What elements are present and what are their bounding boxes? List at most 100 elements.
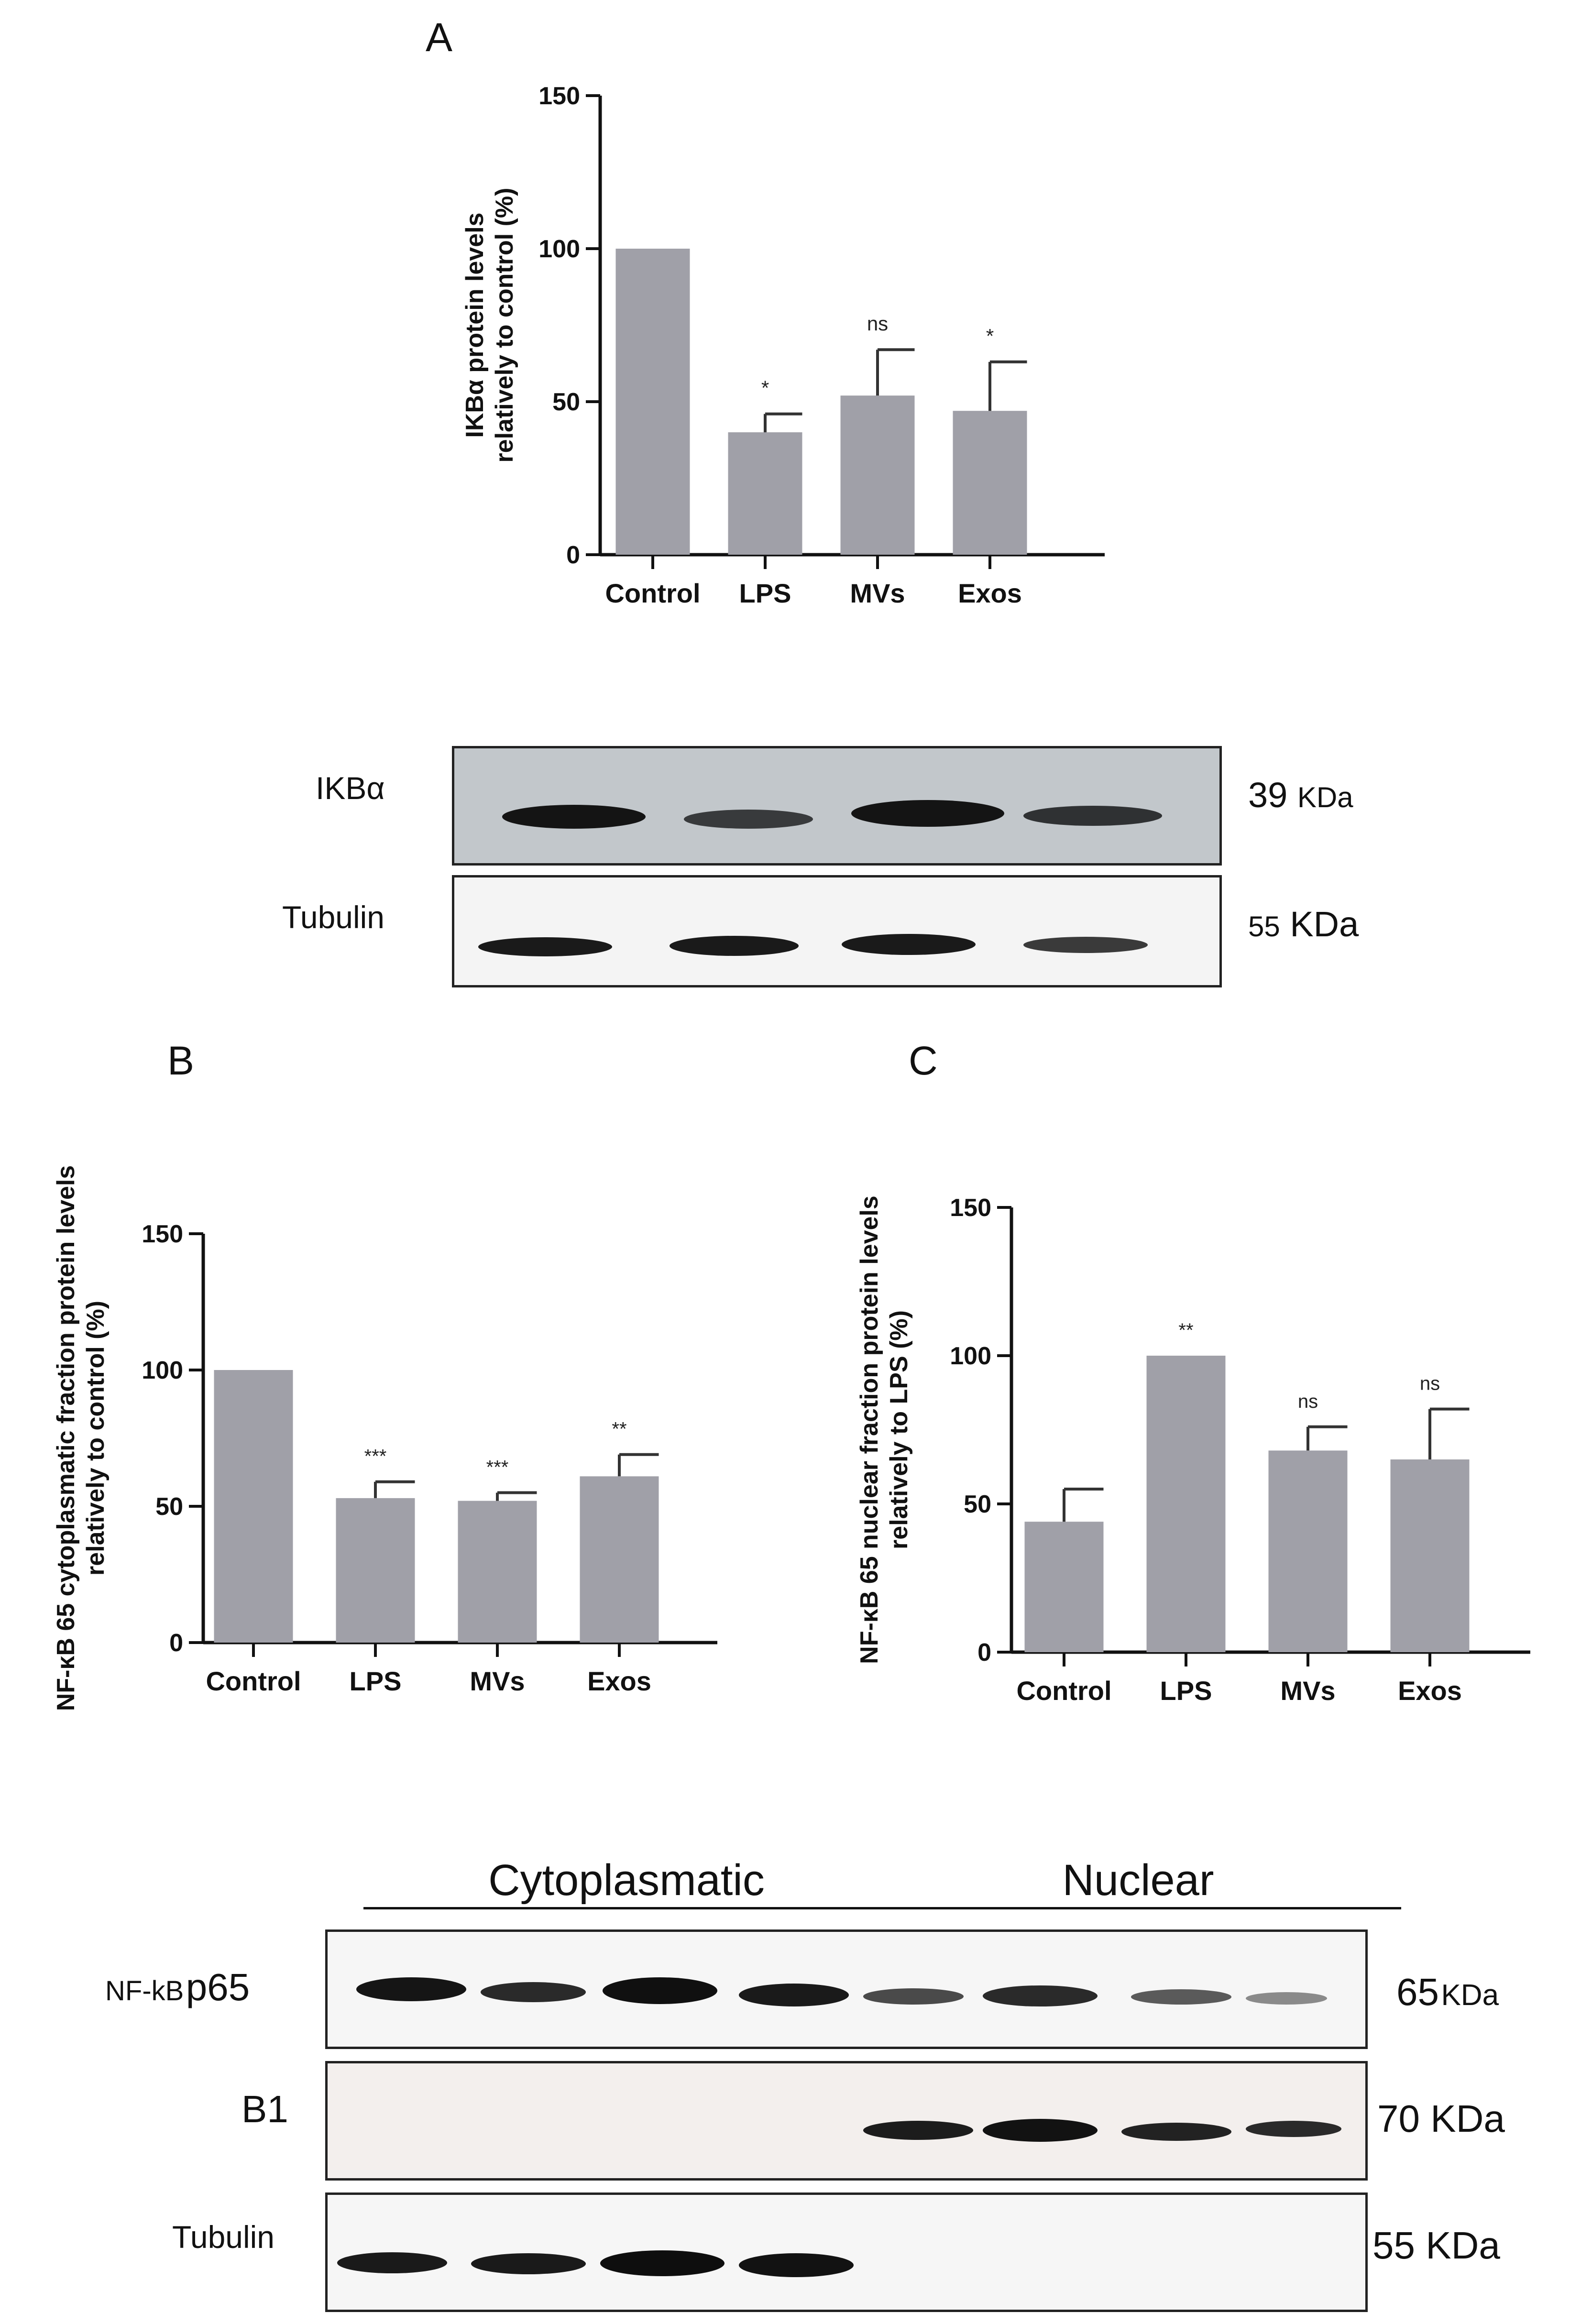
significance-label: ns [867, 312, 888, 335]
significance-label: ns [1420, 1373, 1440, 1394]
bar [458, 1501, 537, 1643]
band [1131, 1989, 1231, 2005]
significance-label: ** [612, 1419, 626, 1440]
fraction-label-cytoplasmatic: Cytoplasmatic [488, 1856, 765, 1905]
y-tick-label: 0 [977, 1639, 991, 1666]
size-unit: KDa [1290, 904, 1359, 944]
y-tick-label: 150 [538, 82, 580, 110]
fraction-line-nuclear [875, 1907, 1401, 1909]
y-tick-label: 100 [538, 235, 580, 263]
x-tick-label: MVs [1280, 1676, 1335, 1706]
blot-size-ikba: 39 KDa [1248, 775, 1353, 815]
significance-label: * [986, 325, 994, 347]
band [1246, 1992, 1327, 2005]
fraction-line-cytoplasmatic [363, 1907, 889, 1909]
significance-label: ** [1178, 1320, 1193, 1341]
blot-size-p65: 65 KDa [1396, 1970, 1499, 2014]
fraction-label-nuclear: Nuclear [1062, 1856, 1214, 1905]
bar [336, 1498, 415, 1643]
bar [953, 411, 1027, 555]
y-tick-label: 100 [950, 1342, 991, 1370]
x-tick-label: Exos [958, 578, 1022, 608]
bar [1024, 1522, 1104, 1652]
x-tick-label: LPS [350, 1666, 402, 1696]
band [983, 1985, 1098, 2006]
blot-label-p65: NF-kB p65 [105, 1965, 250, 2009]
blot-label-ikba: IKBα [316, 770, 385, 806]
panel-letter-a: A [426, 15, 453, 60]
y-tick-label: 150 [950, 1194, 991, 1222]
band [478, 937, 612, 956]
y-axis-label: NF-κB 65 nuclear fraction protein levels [856, 1195, 883, 1664]
band [1121, 2123, 1231, 2141]
bar [840, 395, 915, 555]
band [1023, 806, 1162, 826]
size-number: 65 [1396, 1971, 1439, 2013]
significance-label: *** [364, 1446, 387, 1467]
bar [728, 432, 802, 555]
band [337, 2252, 447, 2273]
size-number: 39 [1248, 775, 1288, 815]
size-number: 55 [1248, 910, 1280, 943]
significance-label: ns [1298, 1391, 1318, 1412]
blot-tubulin-top [452, 875, 1222, 987]
y-tick-label: 150 [142, 1220, 183, 1248]
y-axis-label: NF-κB 65 cytoplasmatic fraction protein … [52, 1165, 80, 1711]
band [1023, 937, 1148, 953]
blot-label-tubulin-top: Tubulin [282, 899, 385, 935]
bar [1268, 1450, 1348, 1652]
y-tick-label: 50 [552, 388, 580, 416]
label-main: p65 [186, 1966, 250, 2008]
bar [615, 249, 690, 555]
x-tick-label: Control [605, 578, 700, 608]
size-unit: KDa [1297, 781, 1353, 813]
blot-ikba [452, 746, 1222, 866]
y-axis-label: relatively to control (%) [491, 188, 518, 463]
band [1246, 2121, 1341, 2137]
bar [1146, 1356, 1226, 1652]
band [481, 1982, 586, 2002]
x-tick-label: Exos [587, 1666, 651, 1696]
panel-letter-c: C [909, 1038, 938, 1083]
y-tick-label: 50 [155, 1493, 183, 1521]
y-axis-label: relatively to control (%) [82, 1301, 110, 1576]
band [842, 934, 976, 955]
significance-label: * [761, 377, 769, 399]
blot-size-b1: 70 KDa [1377, 2097, 1505, 2140]
x-tick-label: Exos [1398, 1676, 1462, 1706]
band [600, 2250, 725, 2276]
panel-letter-b: B [167, 1038, 195, 1083]
band [603, 1977, 717, 2004]
blot-size-tubulin-bottom: 55 KDa [1372, 2224, 1500, 2267]
blot-label-b1: B1 [242, 2088, 288, 2130]
band [863, 2121, 973, 2140]
band [739, 1984, 849, 2006]
y-tick-label: 0 [169, 1629, 183, 1657]
blot-tubulin-bottom [325, 2192, 1368, 2312]
y-tick-label: 50 [964, 1491, 991, 1518]
x-tick-label: Control [206, 1666, 301, 1696]
x-tick-label: MVs [470, 1666, 525, 1696]
blot-p65 [325, 1929, 1368, 2049]
y-tick-label: 100 [142, 1357, 183, 1384]
blot-label-tubulin-bottom: Tubulin [172, 2219, 275, 2255]
y-tick-label: 0 [566, 541, 580, 569]
band [684, 810, 813, 829]
y-axis-label: relatively to LPS (%) [885, 1310, 913, 1549]
band [670, 936, 799, 956]
band [863, 1988, 964, 2005]
band [502, 805, 646, 829]
size-unit: KDa [1441, 1979, 1499, 2012]
band [851, 800, 1004, 827]
band [356, 1977, 466, 2001]
x-tick-label: LPS [1160, 1676, 1212, 1706]
bar [580, 1476, 659, 1643]
band [471, 2253, 586, 2274]
band [983, 2119, 1098, 2142]
blot-size-tubulin-top: 55 KDa [1248, 904, 1359, 944]
band [739, 2253, 854, 2277]
blot-b1 [325, 2061, 1368, 2181]
label-prefix: NF-kB [105, 1975, 184, 2006]
bar [1390, 1459, 1470, 1652]
